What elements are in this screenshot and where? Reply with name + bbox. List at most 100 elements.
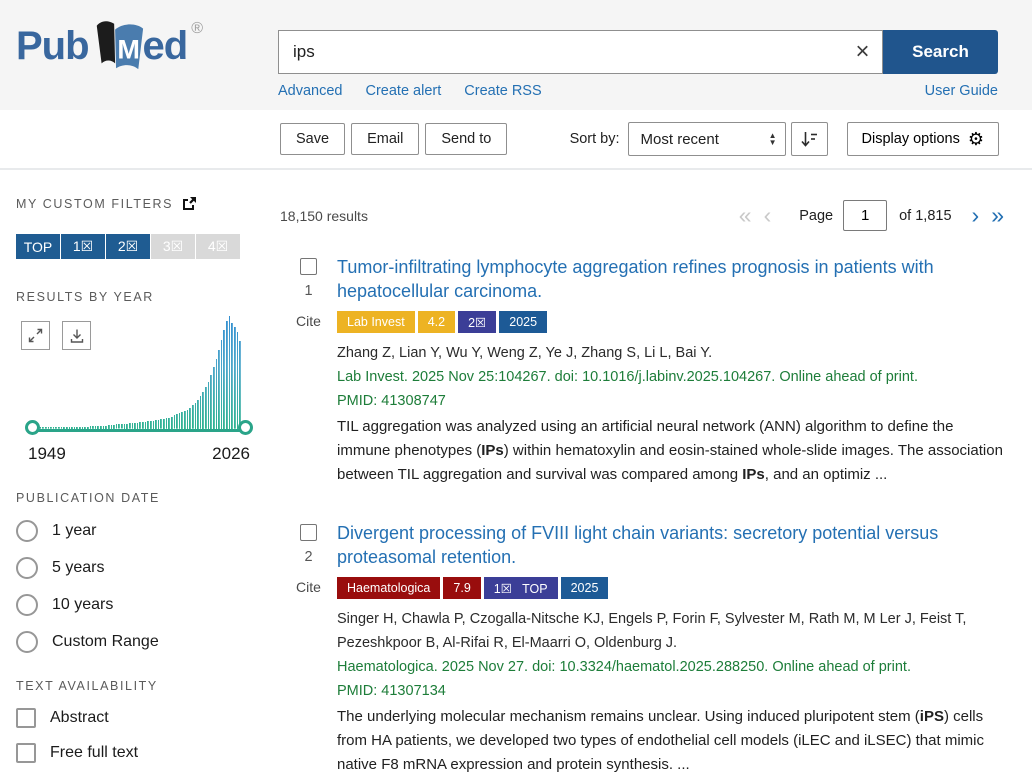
- year-bar-1964: [76, 426, 78, 429]
- year-bar-1995: [157, 419, 160, 429]
- year-bar-2006: [186, 409, 189, 429]
- year-bar-1994: [155, 419, 157, 429]
- page-number-input[interactable]: [843, 200, 888, 231]
- result-title-link[interactable]: Tumor-infiltrating lymphocyte aggregatio…: [337, 257, 934, 301]
- radio-label: 5 years: [52, 559, 105, 576]
- create-rss-link[interactable]: Create RSS: [464, 83, 542, 99]
- year-bar-2018: [218, 349, 220, 429]
- result-checkbox[interactable]: [300, 524, 317, 541]
- results-toolbar: Save Email Send to Sort by: Most recent …: [0, 110, 1032, 170]
- year-bar-1956: [55, 427, 57, 429]
- sort-order-button[interactable]: [790, 122, 828, 156]
- cite-button[interactable]: Cite: [296, 313, 321, 329]
- email-button[interactable]: Email: [351, 123, 420, 155]
- result-title-link[interactable]: Divergent processing of FVIII light chai…: [337, 523, 939, 567]
- result-checkbox[interactable]: [300, 258, 317, 275]
- snippet-highlight: IPs: [481, 442, 504, 459]
- last-page-icon[interactable]: »: [991, 202, 1004, 228]
- external-link-icon[interactable]: [182, 196, 197, 211]
- checkbox[interactable]: [16, 743, 36, 763]
- search-input[interactable]: [278, 30, 843, 74]
- snippet-highlight: IPs: [742, 466, 765, 483]
- year-bar-1985: [131, 423, 134, 429]
- user-guide-link[interactable]: User Guide: [924, 83, 998, 99]
- radio-button[interactable]: [16, 631, 38, 653]
- year-bar-2011: [199, 396, 202, 429]
- first-page-icon[interactable]: «: [738, 202, 752, 228]
- radio-button[interactable]: [16, 594, 38, 616]
- year-bar-1997: [163, 418, 165, 429]
- year-bar-2012: [202, 391, 204, 429]
- filter-chip-2[interactable]: 2☒: [106, 234, 150, 259]
- checkbox[interactable]: [16, 708, 36, 728]
- year-bar-2000: [170, 416, 173, 429]
- journal-badge: 2☒: [458, 311, 497, 333]
- year-bar-1988: [139, 422, 141, 429]
- year-bar-1992: [149, 421, 152, 429]
- year-bar-1952: [44, 427, 47, 429]
- save-button[interactable]: Save: [280, 123, 346, 155]
- create-alert-link[interactable]: Create alert: [365, 83, 442, 99]
- radio-button[interactable]: [16, 520, 38, 542]
- send-to-button[interactable]: Send to: [425, 123, 508, 155]
- year-bar-1968: [86, 426, 89, 429]
- year-bar-1991: [147, 421, 149, 429]
- results-header: 18,150 results « ‹ Page of 1,815 › »: [280, 200, 1010, 231]
- header: Pub M ed ® × Search Advanced Create aler…: [0, 0, 1032, 110]
- year-bar-2001: [173, 415, 176, 429]
- filter-chip-1[interactable]: 1☒: [61, 234, 105, 259]
- clear-search-icon[interactable]: ×: [843, 30, 883, 74]
- result-number: 1: [304, 283, 313, 299]
- result-number: 2: [304, 549, 313, 565]
- year-bar-2019: [220, 339, 223, 429]
- radio-label: Custom Range: [52, 633, 159, 650]
- expand-chart-button[interactable]: [21, 321, 50, 350]
- prev-page-icon[interactable]: ‹: [763, 202, 772, 228]
- year-bar-2020: [223, 329, 225, 429]
- year-bar-2026: [239, 340, 241, 429]
- year-bar-1963: [73, 426, 76, 429]
- year-bar-1961: [68, 426, 71, 429]
- year-bar-2022: [228, 316, 231, 429]
- year-bar-1960: [65, 426, 68, 429]
- year-bar-1967: [84, 426, 86, 429]
- radio-button[interactable]: [16, 557, 38, 579]
- logo-text-pub: Pub: [16, 23, 90, 68]
- year-bar-1950: [39, 427, 42, 429]
- radio-option-row: 10 years: [16, 594, 270, 616]
- sort-select[interactable]: Most recent ▲ ▼: [627, 122, 786, 156]
- filters-sidebar: MY CUSTOM FILTERS TOP 1☒ 2☒ 3☒ 4☒ RESULTS BY…: [0, 170, 270, 777]
- next-page-icon[interactable]: ›: [971, 202, 980, 228]
- slider-handle-max[interactable]: [238, 420, 253, 435]
- year-bar-1970: [92, 426, 94, 429]
- result-authors: Zhang Z, Lian Y, Wu Y, Weng Z, Ye J, Zha…: [337, 345, 713, 361]
- advanced-link[interactable]: Advanced: [278, 83, 343, 99]
- result-pmid: PMID: 41308747: [337, 393, 446, 409]
- snippet-text: ) within hematoxylin and eosin-stained w…: [337, 442, 1003, 483]
- expand-icon: [28, 328, 43, 343]
- journal-badge: 1☒ TOP: [483, 577, 558, 599]
- pubmed-logo[interactable]: Pub M ed ®: [16, 18, 203, 74]
- filter-chip-top[interactable]: TOP: [16, 234, 60, 259]
- checkbox-label: Free full text: [50, 744, 139, 761]
- snippet-text: TIL aggregation was analyzed using an ar…: [337, 418, 954, 459]
- year-bar-1969: [89, 426, 92, 429]
- display-options-button[interactable]: Display options ⚙: [846, 122, 999, 156]
- filter-chip-3[interactable]: 3☒: [151, 234, 195, 259]
- publication-date-options: 1 year 5 years 10 years Custom Range: [16, 520, 270, 653]
- filter-chip-4[interactable]: 4☒: [196, 234, 240, 259]
- year-bar-2008: [191, 405, 194, 429]
- cite-button[interactable]: Cite: [296, 579, 321, 595]
- page-label: Page: [799, 207, 834, 224]
- snippet-text: The underlying molecular mechanism remai…: [337, 708, 920, 725]
- search-button[interactable]: Search: [883, 30, 998, 74]
- year-bar-1986: [134, 422, 136, 429]
- year-range-slider[interactable]: [16, 420, 262, 435]
- text-availability-title: TEXT AVAILABILITY: [16, 679, 158, 693]
- result-snippet: The underlying molecular mechanism remai…: [337, 705, 1010, 777]
- download-chart-button[interactable]: [62, 321, 91, 350]
- slider-handle-min[interactable]: [25, 420, 40, 435]
- year-bar-1975: [105, 425, 107, 429]
- result-item: 2 Cite Divergent processing of FVIII lig…: [280, 521, 1010, 777]
- page-total: of 1,815: [899, 207, 952, 224]
